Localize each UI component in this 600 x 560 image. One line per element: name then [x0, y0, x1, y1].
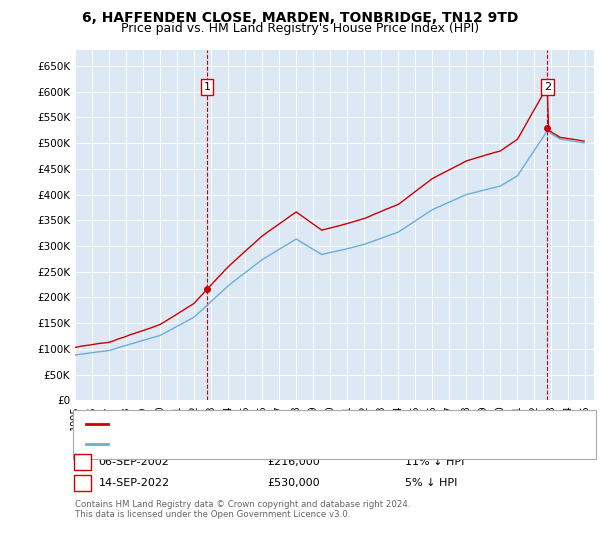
Text: 1: 1	[79, 457, 86, 467]
Text: Contains HM Land Registry data © Crown copyright and database right 2024.
This d: Contains HM Land Registry data © Crown c…	[75, 500, 410, 520]
Text: 2: 2	[79, 478, 86, 488]
Text: 6, HAFFENDEN CLOSE, MARDEN, TONBRIDGE, TN12 9TD (detached house): 6, HAFFENDEN CLOSE, MARDEN, TONBRIDGE, T…	[112, 419, 478, 429]
Text: 2: 2	[544, 82, 551, 92]
Text: Price paid vs. HM Land Registry's House Price Index (HPI): Price paid vs. HM Land Registry's House …	[121, 22, 479, 35]
Text: HPI: Average price, detached house, Maidstone: HPI: Average price, detached house, Maid…	[112, 438, 344, 449]
Text: 14-SEP-2022: 14-SEP-2022	[98, 478, 170, 488]
Text: 06-SEP-2002: 06-SEP-2002	[98, 457, 169, 467]
Text: 1: 1	[203, 82, 211, 92]
Text: 5% ↓ HPI: 5% ↓ HPI	[405, 478, 457, 488]
Text: £216,000: £216,000	[267, 457, 320, 467]
Text: 11% ↓ HPI: 11% ↓ HPI	[405, 457, 464, 467]
Text: £530,000: £530,000	[267, 478, 320, 488]
Text: 6, HAFFENDEN CLOSE, MARDEN, TONBRIDGE, TN12 9TD: 6, HAFFENDEN CLOSE, MARDEN, TONBRIDGE, T…	[82, 11, 518, 25]
